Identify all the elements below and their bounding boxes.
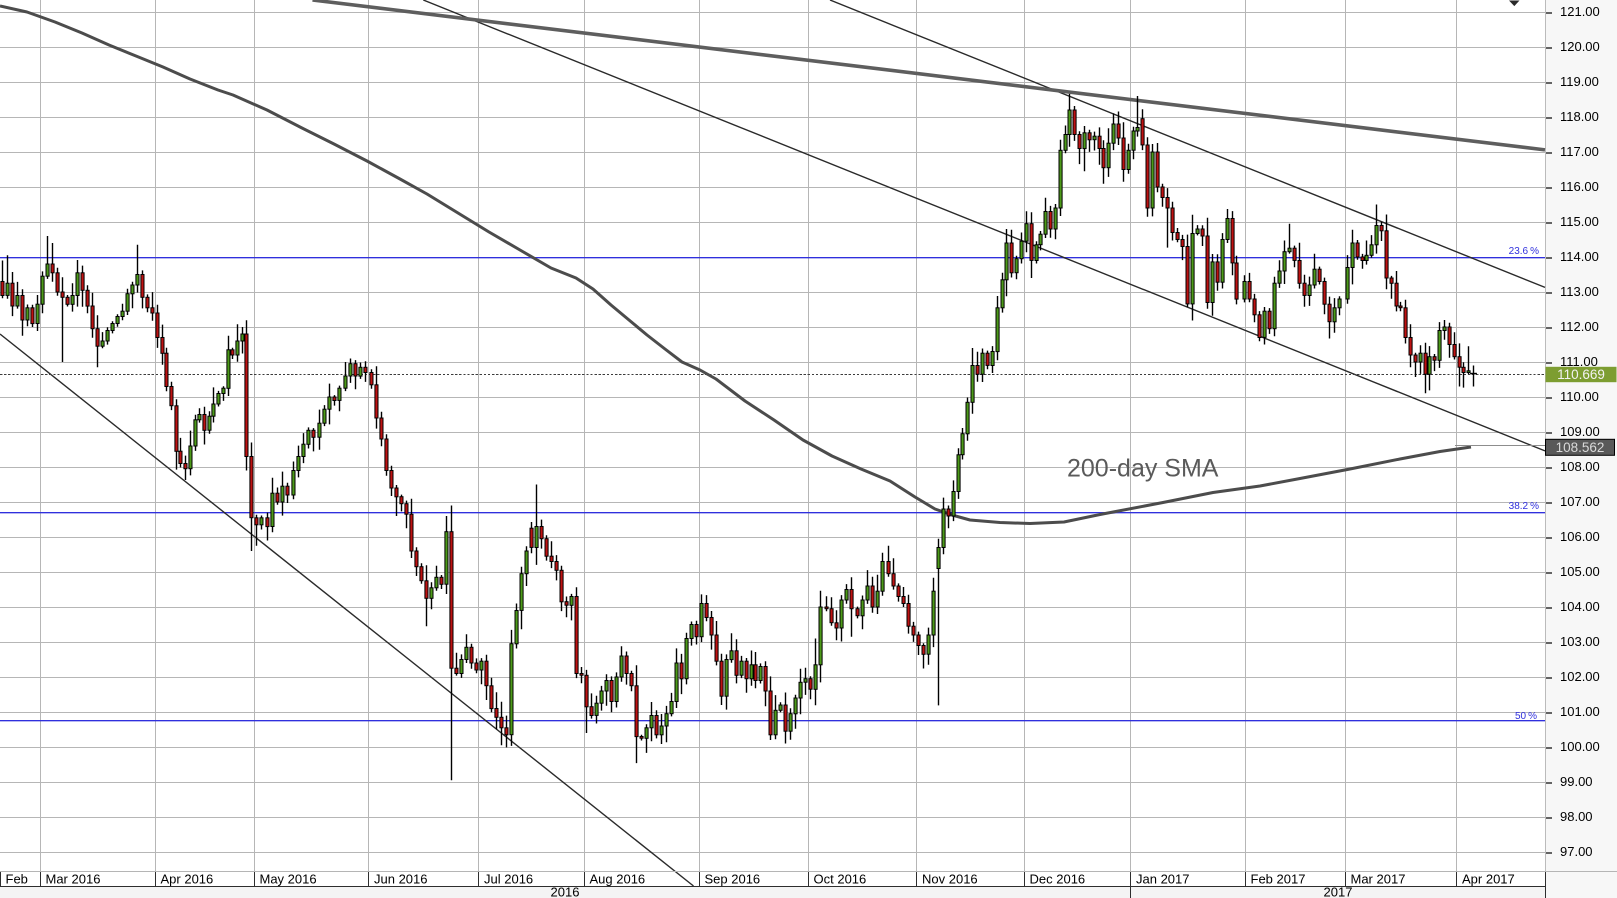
svg-text:118.00: 118.00: [1560, 109, 1599, 124]
svg-text:103.00: 103.00: [1560, 634, 1600, 649]
svg-text:Apr 2017: Apr 2017: [1462, 872, 1515, 887]
svg-text:104.00: 104.00: [1560, 599, 1600, 614]
svg-text:109.00: 109.00: [1560, 424, 1600, 439]
svg-text:119.00: 119.00: [1560, 74, 1599, 89]
svg-text:117.00: 117.00: [1560, 144, 1599, 159]
svg-text:97.00: 97.00: [1560, 844, 1593, 859]
svg-text:2016: 2016: [551, 885, 580, 898]
svg-text:107.00: 107.00: [1560, 494, 1600, 509]
svg-text:101.00: 101.00: [1560, 704, 1600, 719]
svg-text:113.00: 113.00: [1560, 284, 1599, 299]
svg-text:Feb 2017: Feb 2017: [1251, 872, 1306, 887]
svg-text:23.6 %: 23.6 %: [1509, 246, 1539, 257]
svg-text:116.00: 116.00: [1560, 179, 1599, 194]
svg-text:Jan 2017: Jan 2017: [1136, 872, 1190, 887]
svg-text:102.00: 102.00: [1560, 669, 1600, 684]
svg-text:May 2016: May 2016: [260, 872, 317, 887]
svg-text:98.00: 98.00: [1560, 809, 1593, 824]
svg-text:120.00: 120.00: [1560, 39, 1600, 54]
svg-text:Mar 2016: Mar 2016: [46, 872, 101, 887]
svg-text:50 %: 50 %: [1515, 711, 1537, 722]
svg-text:Dec 2016: Dec 2016: [1030, 872, 1086, 887]
svg-text:112.00: 112.00: [1560, 319, 1599, 334]
svg-text:200-day SMA: 200-day SMA: [1067, 455, 1219, 483]
svg-text:110.00: 110.00: [1560, 389, 1599, 404]
svg-text:108.00: 108.00: [1560, 459, 1600, 474]
svg-text:Jul 2016: Jul 2016: [484, 872, 533, 887]
svg-text:Mar 2017: Mar 2017: [1351, 872, 1406, 887]
svg-text:114.00: 114.00: [1560, 249, 1599, 264]
svg-text:2017: 2017: [1324, 885, 1353, 898]
svg-text:106.00: 106.00: [1560, 529, 1600, 544]
svg-text:99.00: 99.00: [1560, 774, 1593, 789]
svg-text:Feb: Feb: [6, 872, 28, 887]
svg-text:38.2 %: 38.2 %: [1509, 501, 1539, 512]
svg-text:Aug 2016: Aug 2016: [590, 872, 646, 887]
svg-text:105.00: 105.00: [1560, 564, 1600, 579]
svg-text:108.562: 108.562: [1556, 440, 1605, 455]
svg-text:121.00: 121.00: [1560, 4, 1600, 19]
svg-text:Nov 2016: Nov 2016: [922, 872, 978, 887]
svg-text:111.00: 111.00: [1560, 354, 1598, 369]
svg-text:110.669: 110.669: [1557, 367, 1605, 382]
svg-text:100.00: 100.00: [1560, 739, 1600, 754]
svg-text:Oct 2016: Oct 2016: [814, 872, 867, 887]
svg-text:Jun 2016: Jun 2016: [374, 872, 428, 887]
svg-text:Sep 2016: Sep 2016: [705, 872, 761, 887]
svg-text:115.00: 115.00: [1560, 214, 1599, 229]
svg-text:Apr 2016: Apr 2016: [161, 872, 214, 887]
